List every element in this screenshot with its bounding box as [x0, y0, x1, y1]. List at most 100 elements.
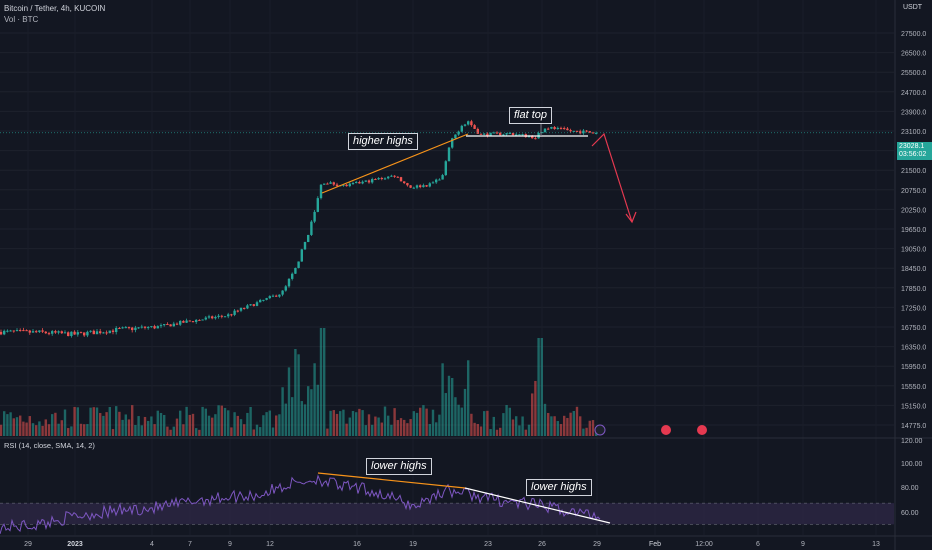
candle-body — [390, 175, 393, 177]
price-axis-tick: 17250.0 — [901, 305, 926, 312]
candle-body — [441, 175, 444, 180]
price-axis-tick: 25500.0 — [901, 70, 926, 77]
volume-bar — [207, 415, 211, 436]
volume-bar — [102, 415, 105, 436]
candle-body — [495, 132, 499, 134]
candle-body — [220, 315, 223, 317]
flag-event-icon — [697, 425, 707, 435]
price-axis-tick: 23900.0 — [901, 109, 926, 116]
candle-body — [287, 278, 291, 287]
rsi-title: RSI (14, close, SMA, 14, 2) — [4, 441, 95, 450]
candle-body — [169, 324, 172, 327]
candle-body — [540, 132, 543, 134]
volume-bar — [271, 427, 275, 436]
candle-body — [12, 330, 15, 332]
candle-body — [127, 327, 131, 329]
candle-body — [479, 133, 483, 135]
candle-body — [108, 330, 111, 334]
candle-body — [281, 290, 284, 295]
flat-top-label: flat top — [509, 107, 553, 124]
candle-body — [252, 304, 255, 306]
volume-bar — [323, 328, 326, 436]
candle-body — [105, 332, 108, 334]
volume-bar — [143, 416, 147, 436]
candle-body — [236, 310, 239, 312]
candle-body — [457, 131, 460, 135]
volume-bar — [259, 427, 262, 436]
volume-bar — [195, 428, 198, 436]
volume-bar — [281, 387, 284, 436]
candle-body — [467, 121, 470, 125]
volume-bar — [515, 416, 518, 436]
candle-body — [255, 302, 259, 306]
candle-body — [316, 198, 319, 212]
candle-body — [182, 320, 185, 323]
candle-body — [63, 332, 67, 334]
volume-bar — [582, 428, 585, 436]
time-axis-tick: 29 — [593, 541, 601, 548]
price-axis-tick: 20750.0 — [901, 188, 926, 195]
candle-body — [51, 331, 54, 334]
volume-bar — [534, 380, 537, 436]
candle-body — [531, 136, 534, 139]
volume-bar — [115, 406, 118, 436]
candle-body — [297, 261, 300, 268]
candle-body — [89, 330, 92, 332]
volume-bar — [553, 416, 556, 436]
volume-bar — [508, 407, 511, 436]
volume-bar — [204, 408, 207, 436]
volume-bar — [307, 386, 310, 436]
volume-bar — [511, 419, 515, 436]
volume-bar — [137, 416, 140, 436]
candle-body — [575, 130, 579, 132]
volume-bar — [383, 406, 387, 436]
candle-body — [470, 121, 473, 126]
price-axis-tick: 20250.0 — [901, 207, 926, 214]
candle-body — [489, 132, 492, 137]
volume-bar — [220, 405, 223, 436]
volume-bar — [172, 426, 175, 436]
volume-bar — [387, 415, 390, 436]
volume-bar — [345, 423, 348, 436]
candle-body — [268, 296, 271, 299]
candle-body — [307, 234, 310, 242]
candle-body — [102, 332, 105, 334]
candle-body — [15, 330, 19, 332]
candle-body — [28, 330, 31, 333]
time-axis-tick: 7 — [188, 541, 192, 548]
candle-body — [380, 178, 383, 180]
volume-bar — [579, 416, 582, 436]
volume-bar — [326, 428, 329, 436]
volume-bar — [300, 401, 303, 436]
volume-bar — [201, 406, 204, 436]
candle-body — [415, 185, 419, 188]
volume-bar — [374, 416, 377, 436]
candle-body — [163, 324, 166, 326]
time-axis-tick: 26 — [538, 541, 546, 548]
candle-body — [57, 331, 60, 333]
bar-countdown: 03:56:02 — [899, 151, 927, 158]
volume-bar — [355, 412, 358, 436]
volume-bar — [233, 412, 236, 436]
time-axis-tick: 12 — [266, 541, 274, 548]
candle-body — [345, 184, 348, 187]
volume-bar — [342, 409, 345, 436]
volume-bar — [198, 429, 201, 436]
candle-body — [329, 182, 332, 184]
candle-body — [483, 133, 486, 135]
volume-bar — [227, 410, 230, 436]
volume-bar — [367, 414, 371, 436]
volume-bar — [316, 384, 319, 436]
price-axis-tick: 26500.0 — [901, 51, 926, 58]
projection-arrow-line — [591, 132, 633, 223]
candle-body — [73, 331, 76, 335]
volume-bar — [303, 404, 307, 436]
price-axis-tick: 19650.0 — [901, 227, 926, 234]
higher-highs-label: higher highs — [348, 133, 418, 150]
volume-bar — [6, 414, 9, 436]
candle-body — [185, 320, 188, 323]
volume-bar — [435, 422, 438, 436]
candle-body — [310, 221, 313, 235]
